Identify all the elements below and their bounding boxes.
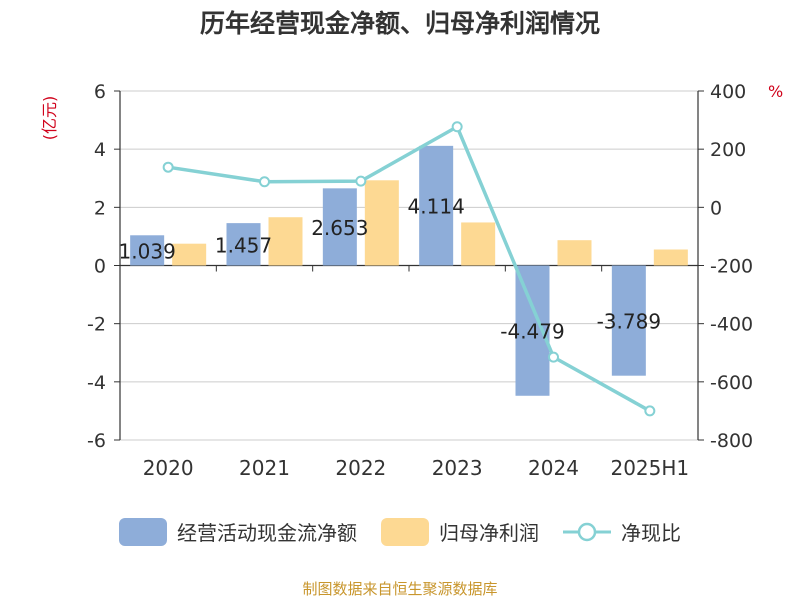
bar-net-profit [364,180,399,266]
legend-swatch-net-profit [381,517,429,546]
bar-cash-flow [611,265,646,376]
y-axis-tick-label: 4 [94,139,106,161]
data-label-cash-flow: 4.114 [408,195,465,219]
point-cash-ratio [644,405,656,417]
point-cash-ratio [548,351,559,363]
bar-cash-flow [226,223,261,266]
x-axis-tick-label: 2022 [335,456,386,480]
point-cash-ratio [162,161,174,173]
right-axis-unit: % [768,82,784,101]
x-axis-tick-label: 2021 [239,456,290,480]
y2-axis-tick-label: 0 [710,197,722,219]
bar-net-profit [653,249,688,266]
y2-axis-tick-label: 400 [710,81,746,103]
point-cash-ratio [355,175,367,187]
bar-net-profit [172,243,207,266]
legend-item-cash-flow[interactable]: 经营活动现金流净额 [119,517,357,546]
y-axis-tick-label: 0 [94,256,106,278]
data-label-cash-flow: 2.653 [311,216,368,240]
x-axis-tick-label: 2020 [143,456,194,480]
y2-axis-tick-label: -400 [710,314,753,336]
data-source-note: 制图数据来自恒生聚源数据库 [302,580,498,598]
bar-cash-flow [322,188,357,266]
legend-swatch-cash-flow [119,517,167,546]
data-label-cash-flow: 1.457 [215,233,272,257]
data-label-cash-flow: 1.039 [119,239,176,263]
x-axis-tick-label: 2025H1 [610,456,689,480]
bar-cash-flow [419,145,454,266]
y2-axis-tick-label: -200 [710,256,753,278]
bar-net-profit [557,240,592,266]
legend-label-cash-flow: 经营活动现金流净额 [177,521,357,545]
point-cash-ratio [259,176,270,188]
line-cash-ratio [167,125,651,413]
chart-title: 历年经营现金净额、归母净利润情况 [199,9,600,38]
chart-legend: 经营活动现金流净额 归母净利润 净现比 [0,517,800,546]
y-axis-tick-label: 2 [94,197,106,219]
y-axis-tick-label: 6 [94,81,106,103]
data-label-cash-flow: -3.789 [597,310,661,334]
x-axis-tick-label: 2024 [528,456,579,480]
y2-axis-tick-label: -800 [710,430,753,452]
legend-swatch-cash-ratio [563,522,611,541]
bar-net-profit [268,217,303,266]
x-axis-tick-label: 2023 [432,456,483,480]
y-axis-tick-label: -2 [87,314,106,336]
legend-item-cash-ratio[interactable]: 净现比 [563,517,681,546]
y2-axis-tick-label: 200 [710,139,746,161]
bar-net-profit [461,222,496,266]
data-label-cash-flow: -4.479 [500,320,564,344]
y-axis-tick-label: -6 [87,430,106,452]
legend-item-net-profit[interactable]: 归母净利润 [381,517,539,546]
bar-cash-flow [130,235,165,266]
legend-label-cash-ratio: 净现比 [621,521,681,545]
point-cash-ratio [451,121,463,133]
y2-axis-tick-label: -600 [710,372,753,394]
legend-label-net-profit: 归母净利润 [439,521,539,545]
y-axis-tick-label: -4 [87,372,106,394]
